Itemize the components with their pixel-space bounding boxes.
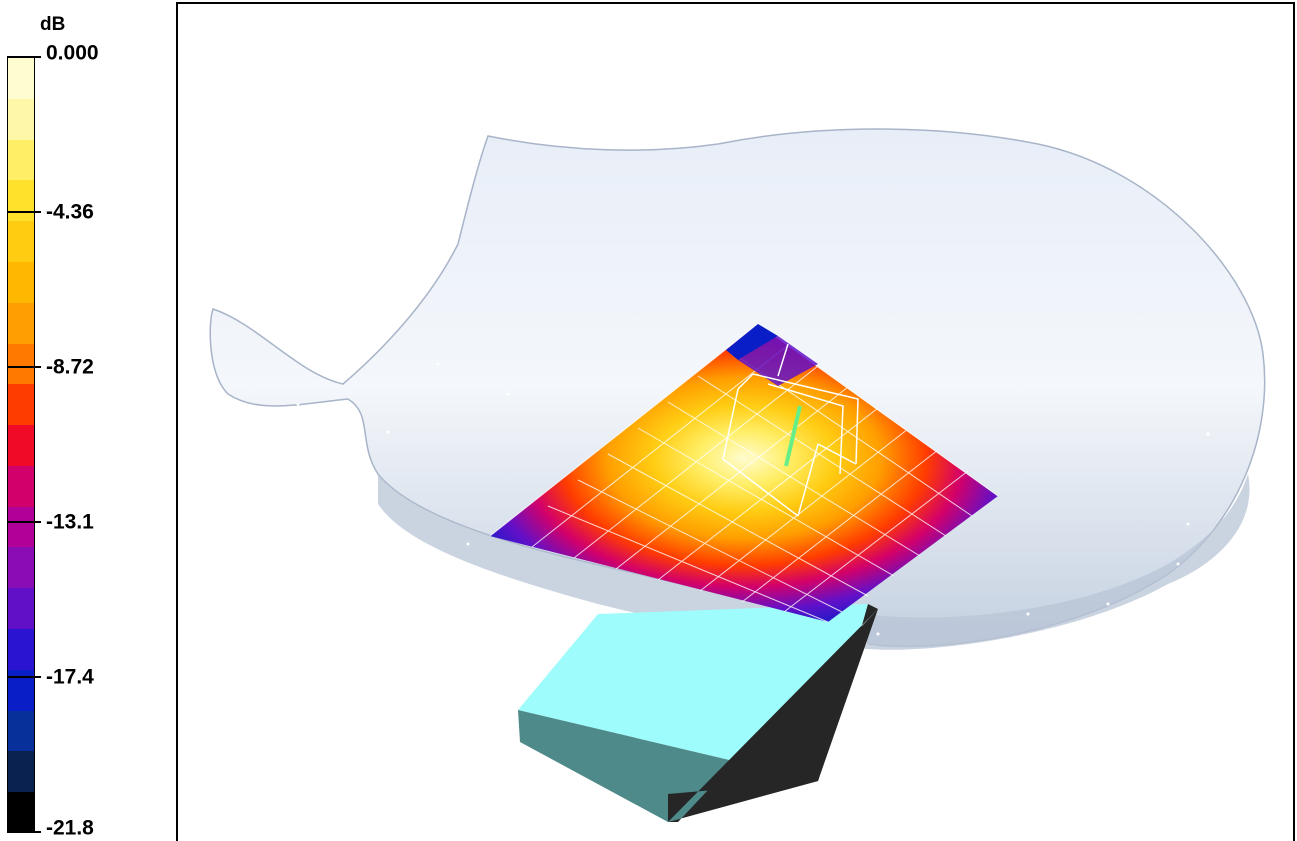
- colorbar-band: [8, 629, 34, 671]
- legend-tick-mark: [7, 521, 41, 523]
- legend-tick-label: -21.8: [46, 816, 94, 840]
- 3d-viewport[interactable]: [176, 2, 1295, 841]
- colorbar-band: [8, 302, 34, 345]
- colorbar-band: [8, 506, 34, 549]
- legend-tick-label: -13.1: [46, 510, 94, 534]
- antenna-element-shape: [722, 343, 859, 517]
- legend-tick-label: -17.4: [46, 665, 94, 689]
- colorbar-band: [8, 343, 34, 386]
- legend-tick-mark: [7, 676, 41, 678]
- colorbar-band: [8, 221, 34, 263]
- colorbar-band: [8, 261, 34, 304]
- device-box-shape: [518, 604, 878, 822]
- colorbar-band: [8, 139, 34, 182]
- colorbar-band: [8, 588, 34, 631]
- colorbar-band: [8, 180, 34, 223]
- colorbar-band: [8, 384, 34, 427]
- colorbar-band: [8, 547, 34, 590]
- legend-tick-mark: [7, 831, 41, 833]
- legend-tick-mark: [7, 366, 41, 368]
- legend-tick-mark: [7, 211, 41, 213]
- legend-unit-label: dB: [40, 14, 66, 35]
- colorbar-band: [8, 425, 34, 467]
- colorbar-band: [8, 710, 34, 753]
- mesh-points: [296, 362, 1210, 636]
- colorbar-band: [8, 751, 34, 794]
- legend-tick-label: -4.36: [46, 200, 94, 224]
- legend-tick-label: -8.72: [46, 355, 94, 379]
- legend-tick-mark: [7, 56, 41, 58]
- colorbar-band: [8, 465, 34, 508]
- colorbar-band: [8, 792, 34, 831]
- 3d-scene: [209, 128, 1266, 822]
- colorbar-band: [8, 98, 34, 141]
- legend-tick-label: 0.000: [46, 41, 99, 65]
- colorbar: [7, 57, 35, 832]
- field-map-surface: [489, 323, 999, 623]
- colorbar-band: [8, 58, 34, 100]
